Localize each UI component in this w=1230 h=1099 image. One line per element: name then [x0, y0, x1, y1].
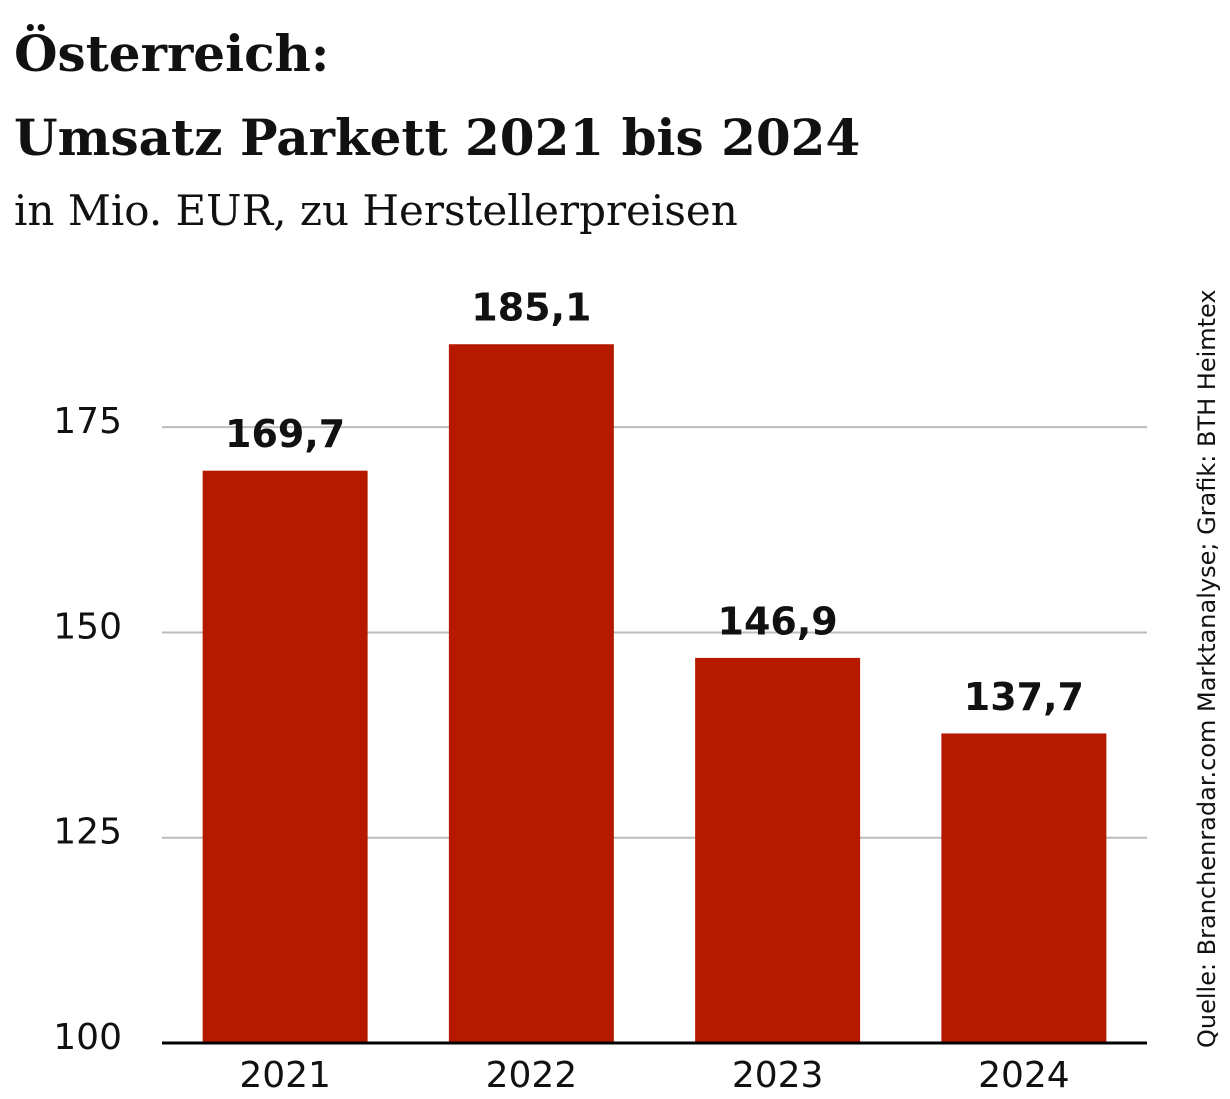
source-note: Quelle: Branchenradar.com Marktanalyse; …: [1193, 289, 1221, 1048]
bar: [202, 470, 368, 1043]
bar: [695, 657, 861, 1043]
x-tick-label: 2023: [732, 1055, 824, 1096]
chart-subtitle: in Mio. EUR, zu Herstellerpreisen: [14, 186, 738, 235]
y-tick-label: 175: [53, 401, 122, 442]
value-label: 137,7: [964, 675, 1084, 719]
chart-title: Österreich:: [14, 23, 329, 83]
x-tick-label: 2024: [978, 1055, 1070, 1096]
y-tick-label: 150: [53, 606, 122, 647]
x-tick-label: 2022: [486, 1055, 578, 1096]
value-label: 169,7: [225, 412, 345, 456]
bar: [448, 344, 614, 1043]
y-tick-label: 100: [53, 1017, 122, 1058]
value-label: 185,1: [471, 286, 591, 330]
chart-title: Umsatz Parkett 2021 bis 2024: [14, 108, 860, 167]
value-label: 146,9: [718, 599, 838, 643]
y-tick-label: 125: [53, 812, 122, 853]
x-tick-label: 2021: [239, 1055, 331, 1096]
bar: [941, 733, 1107, 1043]
